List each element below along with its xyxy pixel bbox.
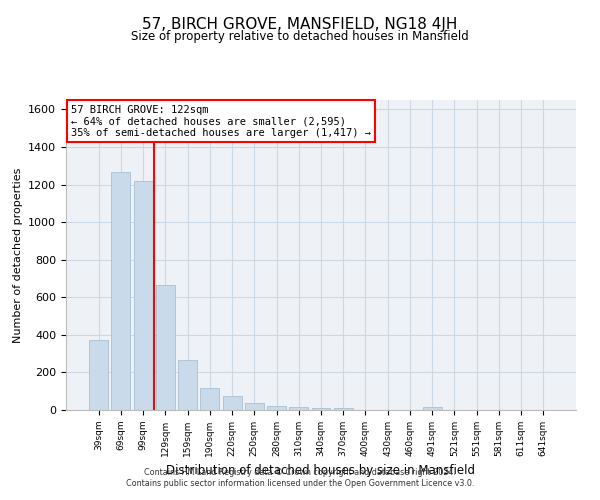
Bar [311,408,331,410]
Y-axis label: Number of detached properties: Number of detached properties [13,168,23,342]
Bar [112,172,130,410]
Bar [134,181,152,410]
Bar [200,388,219,410]
Text: 57 BIRCH GROVE: 122sqm
← 64% of detached houses are smaller (2,595)
35% of semi-: 57 BIRCH GROVE: 122sqm ← 64% of detached… [71,104,371,138]
Bar [289,407,308,410]
Bar [267,406,286,410]
Bar [178,360,197,410]
Text: Size of property relative to detached houses in Mansfield: Size of property relative to detached ho… [131,30,469,43]
Text: 57, BIRCH GROVE, MANSFIELD, NG18 4JH: 57, BIRCH GROVE, MANSFIELD, NG18 4JH [142,18,458,32]
Text: Contains HM Land Registry data © Crown copyright and database right 2024.
Contai: Contains HM Land Registry data © Crown c… [126,468,474,487]
Bar [334,408,353,410]
Bar [245,403,264,410]
Bar [89,340,108,410]
Bar [423,408,442,410]
X-axis label: Distribution of detached houses by size in Mansfield: Distribution of detached houses by size … [167,464,476,477]
Bar [156,285,175,410]
Bar [223,396,242,410]
